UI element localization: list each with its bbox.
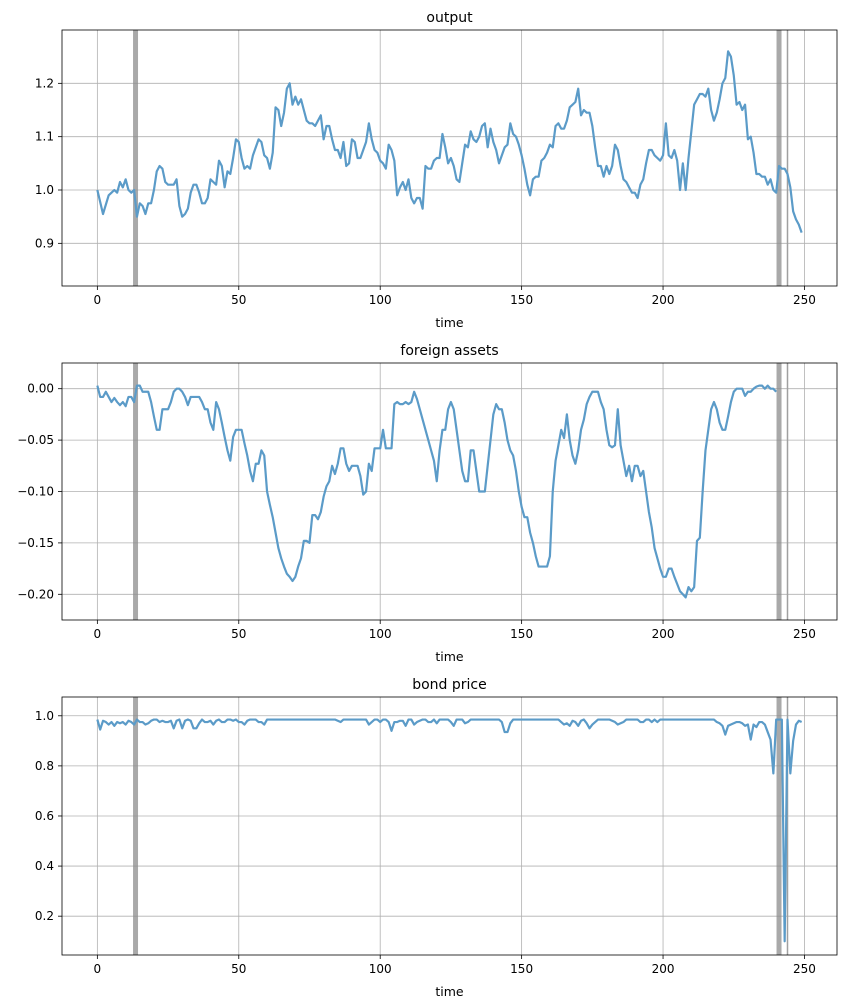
- x-tick-label: 150: [510, 627, 533, 641]
- subplot-1: 0 50 100 150 200 250 0.9 1.0 1.1 1.2 output time: [35, 10, 838, 330]
- x-tick-label: 0: [94, 627, 102, 641]
- subplot-3: 0 50 100 150 200 250 0.2 0.4 0.6 0.8 1.0 bond price…: [35, 677, 838, 999]
- x-tick-label: 100: [369, 627, 392, 641]
- x-tick-label: 150: [510, 962, 533, 976]
- x-axis-label: time: [435, 649, 464, 664]
- x-tick-label: 50: [231, 962, 246, 976]
- axes-frame: [61, 29, 838, 287]
- chart-title: bond price: [412, 677, 487, 693]
- series-line: [96, 718, 803, 943]
- x-tick-label: 200: [652, 962, 675, 976]
- x-tick-label: 250: [793, 627, 816, 641]
- x-tick-label: 0: [94, 293, 102, 307]
- x-tick-label: 200: [652, 627, 675, 641]
- y-tick-label: −0.15: [17, 536, 54, 550]
- x-tick-label: 150: [510, 293, 533, 307]
- event-band: [133, 30, 139, 286]
- y-tick-label: 1.0: [35, 183, 54, 197]
- x-tick-label: 0: [94, 962, 102, 976]
- chart-title: output: [426, 10, 473, 26]
- y-tick-label: 0.4: [35, 859, 54, 873]
- y-tick-label: 0.9: [35, 236, 54, 250]
- series-line: [96, 50, 803, 234]
- x-tick-label: 50: [231, 293, 246, 307]
- event-band: [776, 30, 782, 286]
- y-tick-label: 0.8: [35, 759, 54, 773]
- x-axis-label: time: [435, 315, 464, 330]
- axes-frame: [61, 696, 838, 956]
- x-tick-label: 250: [793, 293, 816, 307]
- x-tick-label: 50: [231, 627, 246, 641]
- x-tick-label: 250: [793, 962, 816, 976]
- y-tick-label: −0.20: [17, 587, 54, 601]
- series-line: [96, 384, 777, 599]
- x-axis-label: time: [435, 984, 464, 999]
- y-tick-label: −0.10: [17, 485, 54, 499]
- y-tick-label: −0.05: [17, 433, 54, 447]
- x-tick-label: 100: [369, 293, 392, 307]
- chart-title: foreign assets: [400, 343, 498, 359]
- y-tick-label: 0.2: [35, 909, 54, 923]
- event-band: [776, 697, 782, 955]
- event-band: [776, 363, 782, 620]
- subplot-2: 0 50 100 150 200 250 −0.20 −0.15 −0.10 −0.05 0.00 f…: [17, 343, 838, 664]
- event-band: [133, 697, 139, 955]
- x-tick-label: 200: [652, 293, 675, 307]
- y-tick-label: 1.2: [35, 76, 54, 90]
- event-band: [133, 363, 139, 620]
- y-tick-label: 1.1: [35, 130, 54, 144]
- y-tick-label: 0.6: [35, 809, 54, 823]
- x-tick-label: 100: [369, 962, 392, 976]
- y-tick-label: 1.0: [35, 709, 54, 723]
- y-tick-label: 0.00: [27, 382, 54, 396]
